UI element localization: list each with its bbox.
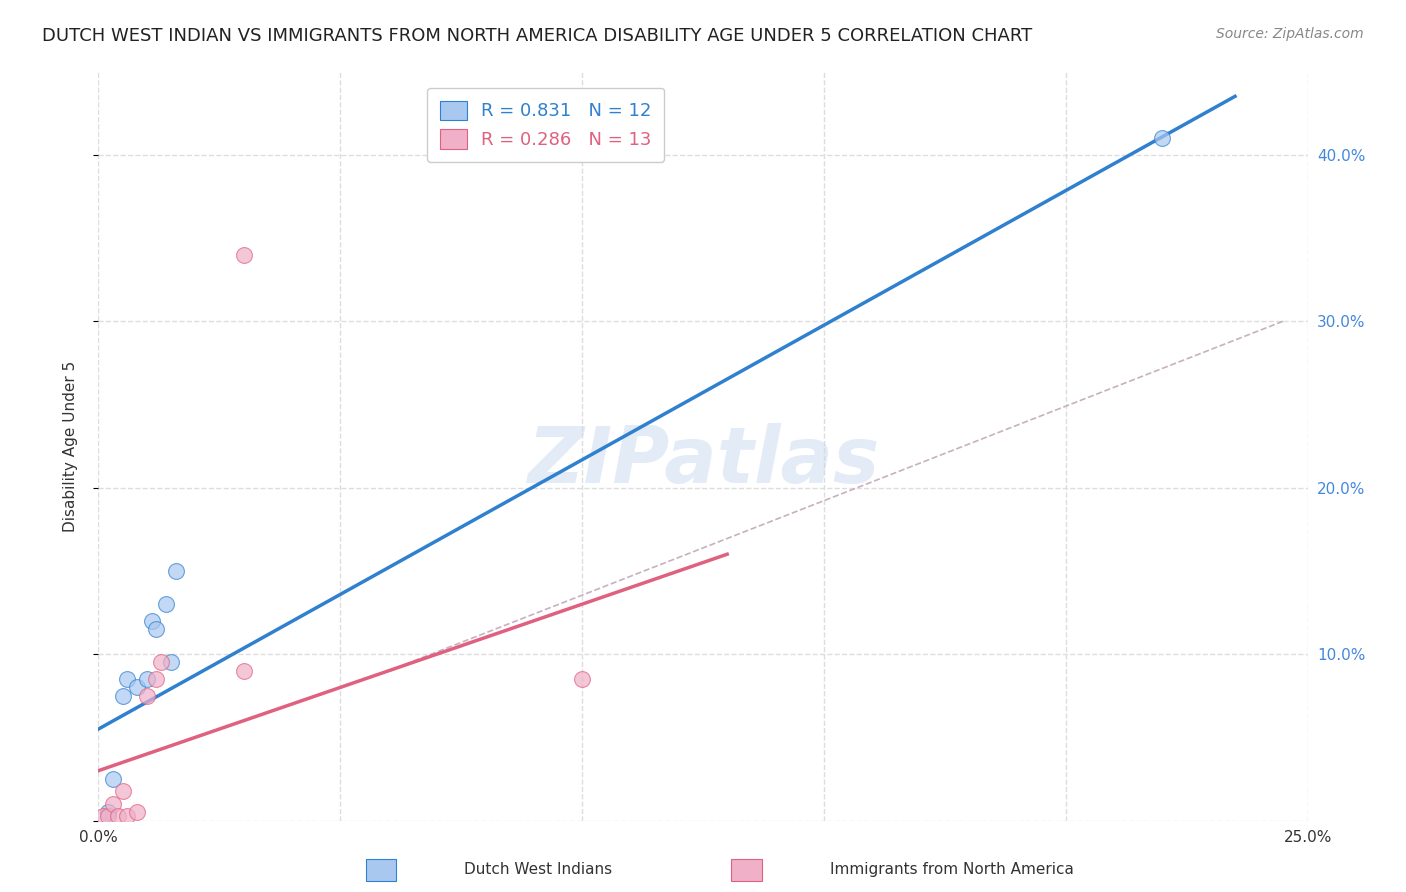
Point bbox=[101, 772, 124, 786]
Point bbox=[232, 664, 254, 678]
Point bbox=[101, 797, 124, 811]
Point bbox=[145, 672, 167, 686]
Point bbox=[135, 672, 157, 686]
Point bbox=[165, 564, 187, 578]
Point bbox=[145, 622, 167, 636]
Point bbox=[160, 656, 183, 670]
Point bbox=[97, 808, 120, 822]
Point bbox=[127, 681, 149, 695]
Text: ZIPatlas: ZIPatlas bbox=[527, 423, 879, 499]
Point bbox=[111, 689, 134, 703]
Point bbox=[97, 805, 120, 820]
Text: Immigrants from North America: Immigrants from North America bbox=[830, 863, 1073, 877]
Point bbox=[232, 247, 254, 261]
Point bbox=[117, 672, 139, 686]
Point bbox=[150, 656, 173, 670]
Point bbox=[117, 808, 139, 822]
Y-axis label: Disability Age Under 5: Disability Age Under 5 bbox=[63, 360, 77, 532]
Point bbox=[107, 808, 129, 822]
Point bbox=[155, 597, 177, 611]
Point bbox=[127, 805, 149, 820]
Legend: R = 0.831   N = 12, R = 0.286   N = 13: R = 0.831 N = 12, R = 0.286 N = 13 bbox=[427, 88, 665, 162]
Point bbox=[111, 783, 134, 797]
Point bbox=[141, 614, 163, 628]
Text: Source: ZipAtlas.com: Source: ZipAtlas.com bbox=[1216, 27, 1364, 41]
Point bbox=[571, 672, 593, 686]
Point bbox=[1152, 131, 1174, 145]
Text: DUTCH WEST INDIAN VS IMMIGRANTS FROM NORTH AMERICA DISABILITY AGE UNDER 5 CORREL: DUTCH WEST INDIAN VS IMMIGRANTS FROM NOR… bbox=[42, 27, 1032, 45]
Text: Dutch West Indians: Dutch West Indians bbox=[464, 863, 612, 877]
Point bbox=[91, 808, 114, 822]
Point bbox=[135, 689, 157, 703]
